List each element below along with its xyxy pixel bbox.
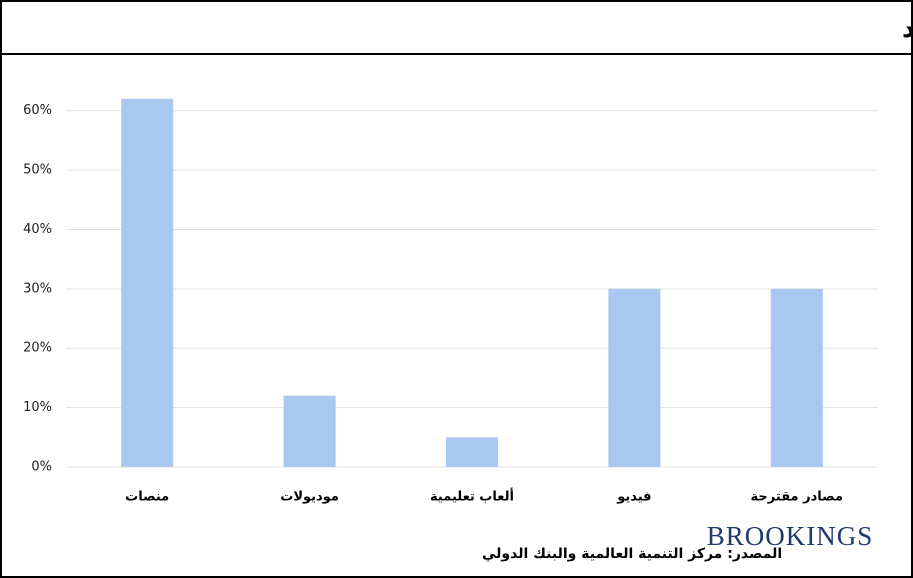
logo: BROOKINGS [707, 521, 874, 551]
bar [446, 437, 498, 467]
x-tick-label: موديولات [280, 490, 339, 505]
bar [608, 288, 661, 467]
y-tick-label: 10% [23, 400, 52, 415]
bar [770, 288, 823, 467]
chart-title: التباين في الدعم الفني التعليمي الحكومي … [902, 14, 913, 44]
x-tick-label: فيديو [616, 490, 651, 505]
source-note: المصدر: مركز التنمية العالمية والبنك الد… [482, 546, 782, 562]
bar [121, 98, 174, 468]
x-tick-label: مصادر مقترحة [751, 490, 843, 505]
y-tick-label: 20% [23, 341, 52, 356]
y-tick-label: 30% [23, 281, 52, 296]
x-tick-label: منصات [125, 490, 169, 505]
bar [283, 395, 336, 467]
x-tick-label: ألعاب تعليمية [430, 488, 514, 505]
y-tick-label: 40% [23, 222, 52, 237]
y-tick-label: 60% [23, 103, 52, 118]
y-tick-label: 50% [23, 163, 52, 178]
y-tick-label: 0% [31, 460, 52, 475]
